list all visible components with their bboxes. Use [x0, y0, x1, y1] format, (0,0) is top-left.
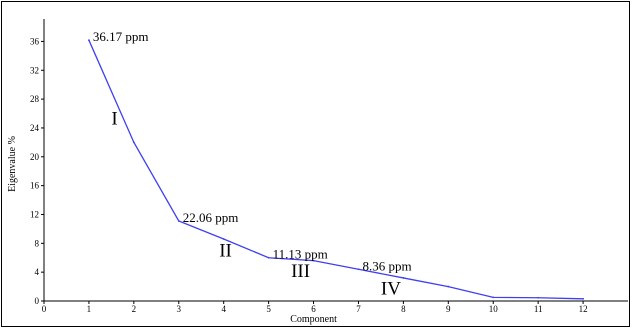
- data-point: [537, 296, 540, 299]
- data-point: [492, 296, 495, 299]
- data-point: [88, 39, 90, 42]
- y-tick-label: 32: [30, 65, 39, 75]
- point-annotation: 8.36 ppm: [362, 258, 411, 273]
- x-tick-label: 6: [311, 304, 316, 314]
- axes: [43, 19, 628, 302]
- x-tick-label: 10: [489, 304, 499, 314]
- y-tick-label: 28: [30, 94, 40, 104]
- data-point: [582, 297, 584, 300]
- x-tick-label: 3: [177, 304, 182, 314]
- y-tick-label: 4: [35, 267, 40, 277]
- x-tick-label: 4: [221, 304, 226, 314]
- eigenvalue-line: [88, 39, 584, 300]
- x-tick-label: 9: [446, 304, 451, 314]
- data-point: [177, 220, 180, 222]
- x-tick-label: 1: [87, 304, 92, 314]
- x-axis-title: Component: [290, 314, 337, 325]
- x-tick-label: 8: [401, 304, 406, 314]
- y-tick-label: 12: [30, 209, 39, 219]
- y-tick-label: 24: [30, 123, 40, 133]
- series: [88, 39, 584, 300]
- region-label: III: [291, 261, 310, 282]
- point-annotation: 22.06 ppm: [183, 210, 239, 225]
- data-point: [132, 141, 135, 144]
- x-tick-label: 7: [356, 304, 361, 314]
- data-point: [312, 259, 315, 262]
- x-tick-label: 2: [132, 304, 137, 314]
- data-point: [222, 238, 225, 240]
- point-annotation: 11.13 ppm: [273, 247, 328, 262]
- data-point: [402, 277, 405, 279]
- region-label: IV: [381, 279, 401, 300]
- y-tick-label: 20: [30, 152, 40, 162]
- data-point: [357, 268, 360, 271]
- y-tick-label: 8: [35, 238, 40, 248]
- y-tick-label: 36: [30, 36, 40, 46]
- y-tick-label: 16: [30, 181, 40, 191]
- data-point: [267, 256, 270, 259]
- y-axis-title: Eigenvalue %: [7, 136, 18, 192]
- x-tick-label: 5: [266, 304, 271, 314]
- x-tick-label: 12: [579, 304, 588, 314]
- region-label: II: [219, 240, 232, 261]
- point-annotation: 36.17 ppm: [93, 29, 149, 44]
- x-tick-label: 11: [534, 304, 543, 314]
- region-label: I: [111, 108, 117, 129]
- y-tick-label: 0: [35, 296, 40, 306]
- x-tick-label: 0: [42, 304, 47, 314]
- data-point: [447, 285, 450, 288]
